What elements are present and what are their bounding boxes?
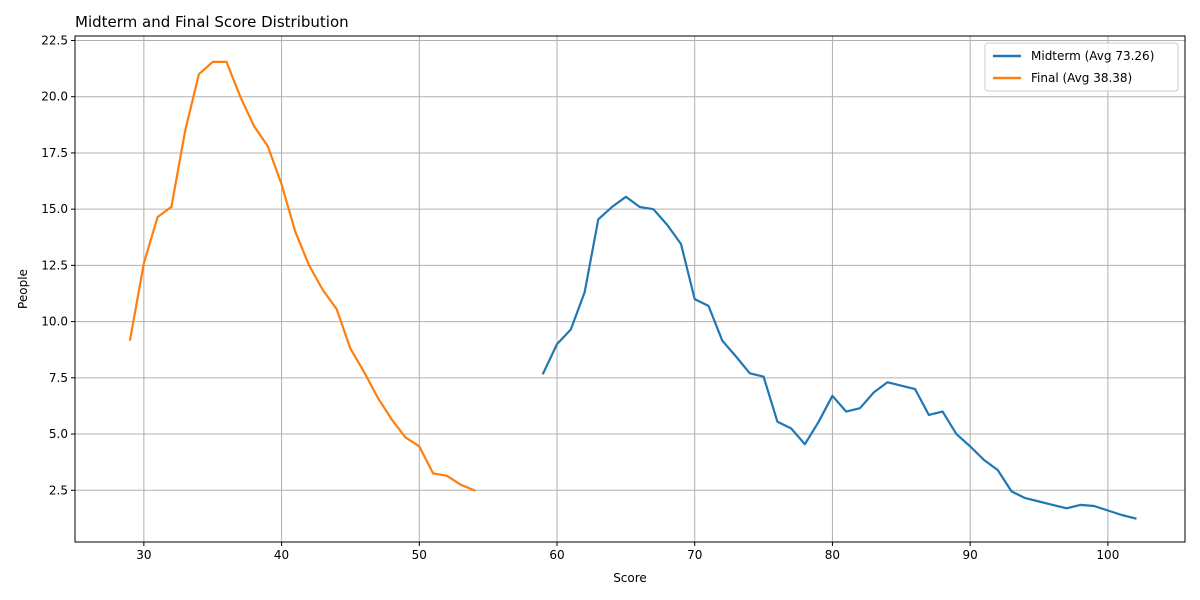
x-tick-label: 60	[549, 548, 564, 562]
y-tick-label: 7.5	[49, 371, 68, 385]
y-tick-label: 2.5	[49, 483, 68, 497]
x-tick-label: 100	[1096, 548, 1119, 562]
y-tick-label: 22.5	[41, 33, 68, 47]
x-axis-label: Score	[613, 571, 647, 585]
legend: Midterm (Avg 73.26) Final (Avg 38.38)	[984, 42, 1179, 92]
x-tick-label: 30	[136, 548, 151, 562]
grid	[75, 36, 1185, 542]
chart-title: Midterm and Final Score Distribution	[75, 13, 349, 31]
legend-label-final: Final (Avg 38.38)	[1031, 71, 1132, 85]
y-tick-label: 17.5	[41, 146, 68, 160]
x-tick-label: 70	[687, 548, 702, 562]
y-tick-label: 10.0	[41, 315, 68, 329]
y-tick-label: 12.5	[41, 258, 68, 272]
x-tick-label: 50	[412, 548, 427, 562]
y-tick-label: 5.0	[49, 427, 68, 441]
plot-area-frame	[74, 35, 1186, 543]
series-lines	[128, 60, 1137, 520]
legend-label-midterm: Midterm (Avg 73.26)	[1031, 49, 1154, 63]
legend-box	[984, 42, 1179, 92]
midterm-series-line	[541, 195, 1137, 520]
x-tick-label: 90	[963, 548, 978, 562]
y-axis-label: People	[16, 269, 30, 309]
y-tick-label: 15.0	[41, 202, 68, 216]
y-tick-label: 20.0	[41, 90, 68, 104]
final-series-line	[128, 60, 476, 492]
x-tick-label: 40	[274, 548, 289, 562]
axis-ticks: 30 40 50 60 70 80 90 100 2.5 5.0 7.5 10.0 12.5 15.0 17…	[41, 33, 1119, 562]
x-tick-label: 80	[825, 548, 840, 562]
